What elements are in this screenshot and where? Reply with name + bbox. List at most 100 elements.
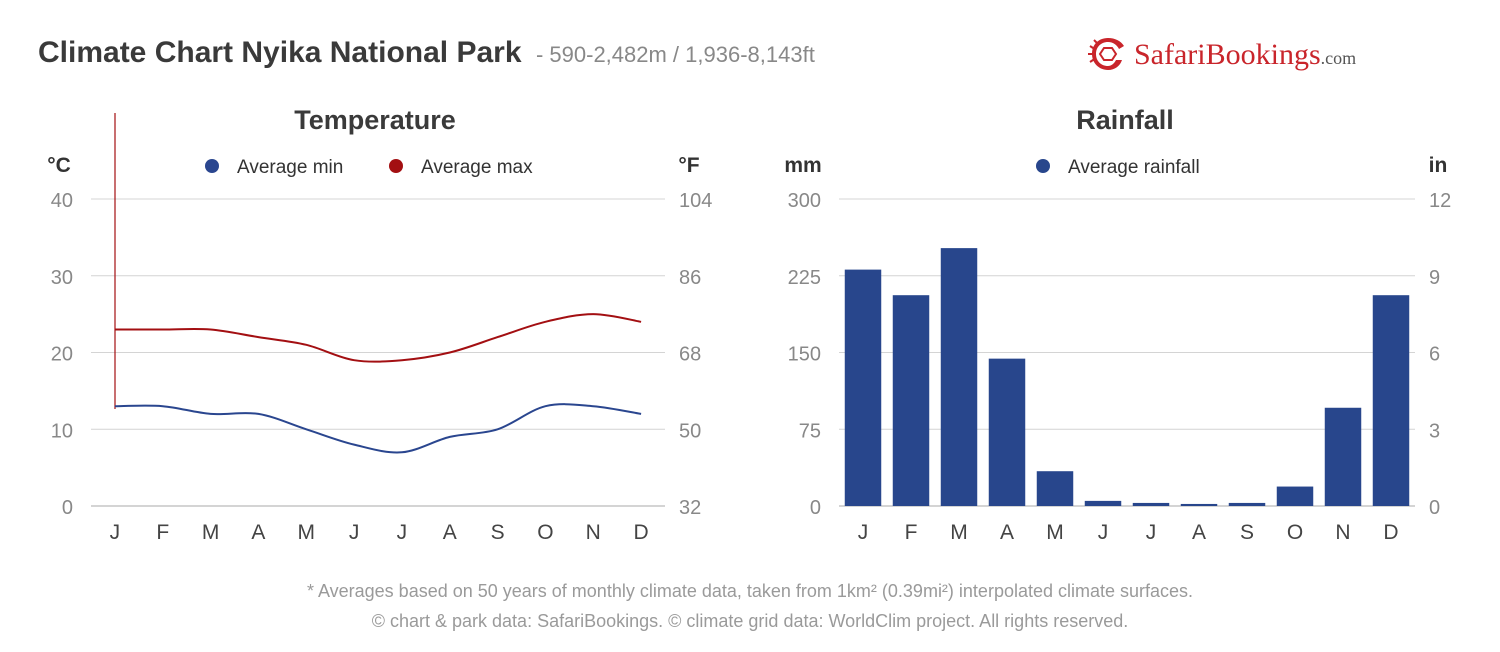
temp-point-min	[256, 411, 261, 416]
temp-x-tick-label: J	[349, 521, 360, 544]
rain-x-tick-label: A	[1192, 521, 1206, 544]
rain-bar	[940, 248, 978, 506]
temp-x-tick-label: S	[491, 521, 505, 544]
temp-point-max	[160, 327, 165, 332]
temp-point-min	[543, 404, 548, 409]
rain-y2-tick-label: 0	[1429, 497, 1440, 519]
rain-x-tick-label: J	[1146, 521, 1157, 544]
temp-x-tick-label: M	[202, 521, 220, 544]
temp-y2-tick-label: 86	[679, 267, 701, 289]
logo-wordmark: SafariBookings.com	[1134, 38, 1356, 72]
temp-y2-tick-label: 104	[679, 190, 712, 212]
temp-point-min	[208, 411, 213, 416]
page-subtitle: - 590-2,482m / 1,936-8,143ft	[535, 42, 815, 67]
rain-chart-title: Rainfall	[1076, 105, 1174, 135]
rain-bar	[1228, 502, 1266, 506]
safaribookings-logo[interactable]: SafariBookings.com	[1086, 30, 1466, 76]
rain-bar	[1372, 295, 1410, 506]
rain-x-tick-label: M	[1046, 521, 1064, 544]
temp-y2-tick-label: 68	[679, 344, 701, 366]
rain-x-tick-label: S	[1240, 521, 1254, 544]
rain-y-tick-label: 225	[788, 267, 821, 289]
temp-point-max	[591, 312, 596, 317]
temp-y-tick-label: 30	[51, 267, 73, 289]
temp-point-max	[112, 327, 117, 332]
temp-point-max	[304, 342, 309, 347]
temp-point-min	[352, 442, 357, 447]
temp-point-min	[591, 404, 596, 409]
rain-bar	[892, 295, 930, 506]
temp-y-tick-label: 0	[62, 497, 73, 519]
lion-icon	[1088, 38, 1124, 70]
temp-x-tick-label: D	[633, 521, 648, 544]
page-title: Climate Chart Nyika National Park	[38, 36, 522, 69]
temp-series-line-min	[114, 403, 642, 454]
rain-left-unit: mm	[784, 154, 821, 177]
temp-y-tick-label: 40	[51, 190, 73, 212]
temp-point-min	[304, 427, 309, 432]
temp-chart-title: Temperature	[294, 105, 456, 135]
temp-point-min	[112, 404, 117, 409]
temp-point-min	[639, 411, 644, 416]
temp-legend-label-max: Average max	[421, 157, 533, 178]
rain-y-tick-label: 150	[788, 344, 821, 366]
chart-header: Climate Chart Nyika National Park - 590-…	[38, 36, 815, 70]
temp-point-max	[256, 335, 261, 340]
rain-bar	[844, 269, 882, 506]
temp-point-max	[639, 319, 644, 324]
rain-bar	[1084, 500, 1122, 506]
rain-y2-tick-label: 6	[1429, 344, 1440, 366]
temp-legend-marker-min	[205, 159, 219, 173]
temp-series-line-max	[114, 313, 642, 363]
rain-bar	[1180, 503, 1218, 506]
temp-x-tick-label: J	[397, 521, 408, 544]
temp-y2-tick-label: 32	[679, 497, 701, 519]
rain-bar	[1036, 471, 1074, 506]
logo-name: SafariBookings	[1134, 38, 1321, 71]
temp-point-min	[495, 427, 500, 432]
rain-y2-tick-label: 9	[1429, 267, 1440, 289]
rain-x-tick-label: D	[1383, 521, 1398, 544]
rain-x-tick-label: M	[950, 521, 968, 544]
rain-legend-label: Average rainfall	[1068, 157, 1200, 178]
temp-y-tick-label: 20	[51, 344, 73, 366]
rain-y2-tick-label: 3	[1429, 420, 1440, 442]
temp-x-tick-label: M	[298, 521, 316, 544]
temp-x-tick-label: A	[443, 521, 457, 544]
rain-bar	[988, 358, 1026, 506]
temp-point-max	[543, 319, 548, 324]
temp-x-tick-label: N	[586, 521, 601, 544]
temp-point-max	[352, 358, 357, 363]
temp-point-min	[447, 434, 452, 439]
rain-y-tick-label: 75	[799, 420, 821, 442]
rain-bar	[1324, 407, 1362, 506]
rain-legend-marker	[1036, 159, 1050, 173]
temp-legend-marker-max	[389, 159, 403, 173]
footer-copyright: © chart & park data: SafariBookings. © c…	[371, 611, 1129, 631]
rain-x-tick-label: J	[858, 521, 869, 544]
temp-x-tick-label: O	[537, 521, 553, 544]
temp-x-tick-label: J	[110, 521, 121, 544]
temp-x-tick-label: A	[251, 521, 265, 544]
footer-note: * Averages based on 50 years of monthly …	[306, 581, 1194, 601]
rain-bar	[1276, 486, 1314, 506]
rain-x-tick-label: A	[1000, 521, 1014, 544]
temp-point-max	[208, 327, 213, 332]
rain-y-tick-label: 0	[810, 497, 821, 519]
rain-bar	[1132, 502, 1170, 506]
rain-x-tick-label: O	[1287, 521, 1303, 544]
temp-legend-label-min: Average min	[237, 157, 343, 178]
temp-y-tick-label: 10	[51, 420, 73, 442]
temp-left-unit: °C	[47, 154, 71, 177]
temp-point-min	[160, 404, 165, 409]
temp-point-max	[447, 350, 452, 355]
temp-x-tick-label: F	[156, 521, 169, 544]
rain-x-tick-label: F	[905, 521, 918, 544]
logo-suffix: .com	[1320, 48, 1357, 68]
temp-point-max	[495, 335, 500, 340]
temp-right-unit: °F	[678, 154, 699, 177]
rain-y-tick-label: 300	[788, 190, 821, 212]
rain-y2-tick-label: 12	[1429, 190, 1451, 212]
temp-y2-tick-label: 50	[679, 420, 701, 442]
